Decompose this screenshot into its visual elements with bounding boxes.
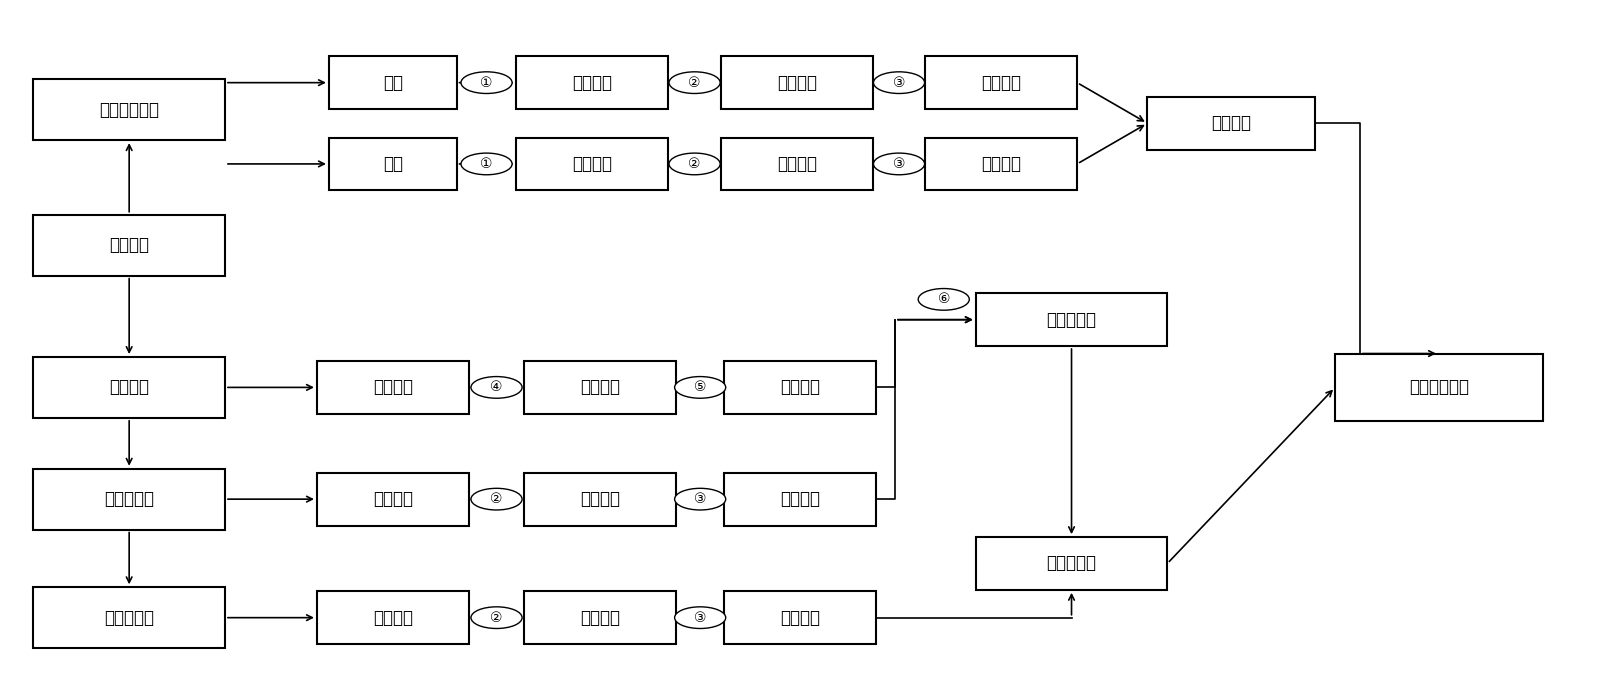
FancyBboxPatch shape (725, 473, 875, 526)
FancyBboxPatch shape (722, 137, 872, 190)
Circle shape (918, 288, 970, 310)
FancyBboxPatch shape (34, 80, 226, 140)
Text: 大变形数据: 大变形数据 (1046, 554, 1096, 573)
Text: 常规曲线: 常规曲线 (1211, 114, 1251, 133)
FancyBboxPatch shape (34, 588, 226, 648)
Text: 等效应变: 等效应变 (981, 155, 1021, 173)
FancyBboxPatch shape (925, 56, 1077, 109)
Text: 流动应力曲线: 流动应力曲线 (1410, 378, 1469, 396)
Text: 对应应变: 对应应变 (373, 490, 413, 508)
Circle shape (470, 377, 522, 398)
Text: 测试材料: 测试材料 (109, 236, 149, 254)
FancyBboxPatch shape (517, 137, 669, 190)
FancyBboxPatch shape (1334, 354, 1542, 422)
Text: 再拉伸试验: 再拉伸试验 (104, 609, 154, 627)
Text: 等效应变: 等效应变 (781, 378, 819, 396)
Circle shape (461, 72, 512, 93)
Text: 真实应变: 真实应变 (581, 490, 621, 508)
Circle shape (461, 153, 512, 175)
Text: 工程应变: 工程应变 (573, 155, 613, 173)
Circle shape (675, 607, 726, 628)
Text: ①: ① (480, 75, 493, 90)
Circle shape (669, 72, 720, 93)
Text: 真实应力: 真实应力 (581, 609, 621, 627)
FancyBboxPatch shape (317, 591, 469, 644)
Text: 真实应变: 真实应变 (581, 378, 621, 396)
Text: 等效应力: 等效应力 (981, 73, 1021, 92)
FancyBboxPatch shape (330, 56, 456, 109)
Text: ②: ② (490, 611, 502, 625)
Text: ③: ③ (893, 75, 906, 90)
FancyBboxPatch shape (722, 56, 872, 109)
FancyBboxPatch shape (525, 473, 677, 526)
FancyBboxPatch shape (317, 473, 469, 526)
Text: ⑥: ⑥ (938, 292, 950, 307)
Text: 载荷: 载荷 (382, 73, 403, 92)
FancyBboxPatch shape (517, 56, 669, 109)
Text: ②: ② (688, 157, 701, 171)
Circle shape (675, 377, 726, 398)
FancyBboxPatch shape (34, 357, 226, 418)
Text: ②: ② (490, 492, 502, 506)
Text: 真实应变: 真实应变 (778, 155, 818, 173)
Circle shape (669, 153, 720, 175)
FancyBboxPatch shape (525, 361, 677, 414)
Text: ①: ① (480, 157, 493, 171)
FancyBboxPatch shape (525, 591, 677, 644)
Text: ③: ③ (694, 492, 707, 506)
FancyBboxPatch shape (34, 215, 226, 275)
Text: ②: ② (688, 75, 701, 90)
Text: 等效应力: 等效应力 (781, 609, 819, 627)
FancyBboxPatch shape (925, 137, 1077, 190)
Circle shape (470, 607, 522, 628)
FancyBboxPatch shape (725, 361, 875, 414)
Text: 位移: 位移 (382, 155, 403, 173)
Text: 轧制后材料: 轧制后材料 (104, 490, 154, 508)
FancyBboxPatch shape (317, 361, 469, 414)
Text: ⑤: ⑤ (694, 380, 707, 394)
Circle shape (874, 72, 925, 93)
FancyBboxPatch shape (725, 591, 875, 644)
Text: 真实应力: 真实应力 (778, 73, 818, 92)
Circle shape (675, 488, 726, 510)
FancyBboxPatch shape (976, 537, 1168, 590)
Text: 轧制过程: 轧制过程 (109, 378, 149, 396)
Text: 总等效应变: 总等效应变 (1046, 311, 1096, 328)
FancyBboxPatch shape (1147, 97, 1315, 150)
Text: ③: ③ (694, 611, 707, 625)
Text: 抗拉强度: 抗拉强度 (373, 609, 413, 627)
Text: 工程应力: 工程应力 (573, 73, 613, 92)
Text: 初始拉伸试验: 初始拉伸试验 (99, 101, 158, 119)
Text: 轧制厚度: 轧制厚度 (373, 378, 413, 396)
Text: 等效应变: 等效应变 (781, 490, 819, 508)
Text: ③: ③ (893, 157, 906, 171)
FancyBboxPatch shape (330, 137, 456, 190)
Circle shape (470, 488, 522, 510)
FancyBboxPatch shape (976, 293, 1168, 346)
Circle shape (874, 153, 925, 175)
FancyBboxPatch shape (34, 469, 226, 530)
Text: ④: ④ (490, 380, 502, 394)
